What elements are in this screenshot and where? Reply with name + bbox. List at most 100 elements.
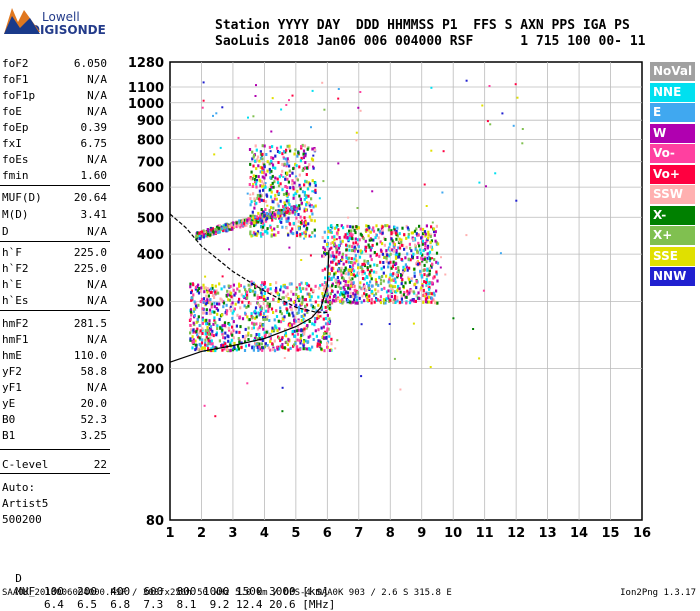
echo-point — [286, 292, 289, 296]
echo-point — [210, 302, 213, 306]
echo-point — [265, 219, 268, 223]
echo-point — [394, 231, 398, 235]
noise-point — [246, 192, 249, 195]
echo-point — [295, 293, 298, 297]
echo-point — [239, 325, 242, 329]
echo-point — [297, 299, 301, 303]
echo-point — [341, 255, 344, 259]
echo-point — [346, 294, 349, 298]
echo-point — [253, 293, 256, 297]
auto-artist: Artist5 — [2, 497, 49, 510]
echo-point — [347, 280, 350, 284]
echo-point — [428, 266, 431, 270]
echo-point — [192, 328, 195, 332]
param-label: yF1 — [2, 381, 22, 394]
echo-point — [355, 241, 358, 245]
echo-point — [341, 297, 344, 301]
echo-point — [415, 286, 418, 290]
echo-point — [272, 156, 275, 160]
echo-point — [256, 345, 259, 349]
echo-point — [396, 226, 399, 230]
echo-point — [330, 289, 334, 293]
echo-point — [262, 327, 265, 331]
echo-point — [361, 287, 364, 291]
echo-point — [428, 272, 431, 276]
echo-point — [436, 279, 439, 283]
echo-point — [277, 204, 280, 208]
echo-point — [284, 203, 287, 207]
echo-point — [189, 308, 193, 312]
echo-point — [215, 226, 219, 229]
echo-point — [305, 196, 308, 200]
echo-point — [335, 250, 338, 254]
echo-point — [277, 184, 281, 188]
echo-point — [255, 322, 258, 326]
echo-point — [263, 184, 266, 188]
echo-point — [240, 345, 243, 349]
echo-point — [269, 287, 272, 291]
echo-point — [288, 164, 291, 168]
distance-label: D — [15, 572, 22, 585]
echo-point — [329, 254, 333, 258]
echo-point — [298, 283, 301, 286]
param-row: foF1 N/A — [2, 72, 107, 87]
echo-point — [357, 271, 360, 275]
echo-point — [380, 287, 383, 291]
echo-point — [344, 280, 347, 283]
echo-point — [251, 219, 254, 223]
echo-point — [276, 347, 279, 351]
echo-point — [295, 348, 298, 352]
echo-point — [249, 224, 252, 228]
echo-point — [421, 239, 425, 243]
echo-point — [304, 325, 307, 329]
echo-point — [202, 283, 205, 287]
echo-point — [283, 213, 286, 217]
echo-point — [337, 279, 340, 283]
echo-point — [205, 331, 209, 335]
noise-point — [430, 86, 433, 89]
echo-point — [360, 300, 363, 304]
echo-point — [260, 198, 263, 202]
echo-point — [303, 166, 306, 170]
echo-point — [293, 334, 296, 338]
echo-point — [268, 145, 271, 149]
echo-point — [263, 163, 266, 167]
echo-point — [263, 281, 266, 284]
echo-point — [205, 335, 208, 339]
echo-point — [300, 315, 303, 318]
echo-point — [192, 283, 195, 287]
echo-point — [368, 245, 371, 249]
echo-point — [259, 165, 262, 169]
echo-point — [308, 163, 311, 167]
echo-point — [262, 316, 265, 320]
echo-point — [280, 211, 283, 215]
echo-point — [295, 177, 298, 181]
echo-point — [299, 187, 302, 191]
echo-point — [281, 211, 284, 215]
echo-point — [370, 297, 373, 301]
param-row: h`F 225.0 — [2, 245, 107, 260]
echo-point — [258, 332, 261, 336]
echo-point — [257, 211, 260, 215]
noise-point — [486, 120, 489, 123]
echo-point — [391, 285, 394, 289]
echo-point — [273, 328, 276, 332]
echo-point — [404, 256, 407, 260]
echo-point — [223, 347, 226, 351]
echo-point — [206, 298, 209, 302]
echo-point — [249, 197, 252, 201]
echo-point — [395, 249, 398, 252]
echo-point — [427, 300, 430, 304]
echo-point — [329, 230, 332, 234]
echo-point — [326, 265, 329, 269]
echo-point — [304, 298, 307, 302]
echo-point — [265, 229, 268, 233]
echo-point — [305, 226, 309, 230]
noise-point — [485, 185, 487, 188]
echo-point — [387, 280, 390, 284]
echo-point — [423, 257, 426, 261]
echo-point — [272, 206, 275, 210]
echo-point — [235, 221, 238, 225]
echo-point — [224, 223, 227, 227]
echo-point — [385, 290, 389, 294]
